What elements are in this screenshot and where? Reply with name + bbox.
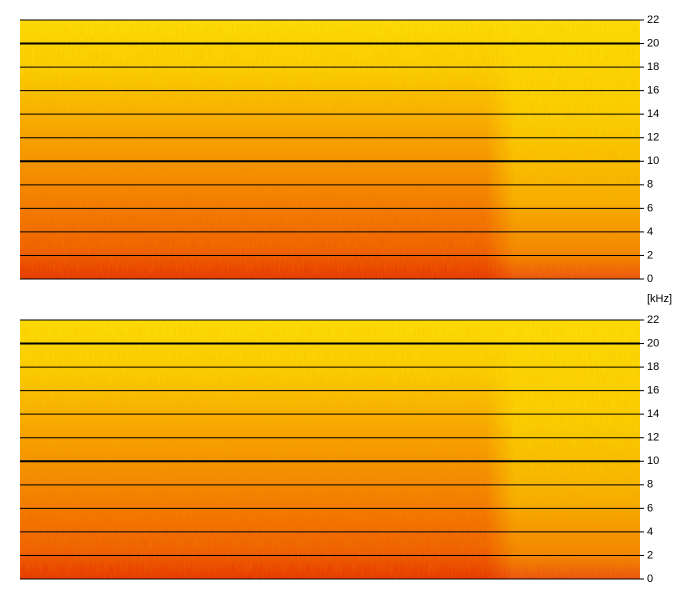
y-tick-label: 8 (647, 479, 653, 491)
y-tick-label: 10 (647, 455, 659, 467)
y-tick-label: 0 (647, 573, 653, 585)
spectrogram-texture (20, 320, 640, 579)
y-tick-label: 12 (647, 132, 659, 144)
y-tick-label: 16 (647, 385, 659, 397)
y-tick-label: 4 (647, 226, 653, 238)
y-tick-label: 2 (647, 549, 653, 561)
y-tick-label: 0 (647, 273, 653, 285)
spectrogram-texture (20, 20, 640, 279)
y-tick-label: 6 (647, 202, 653, 214)
y-tick-label: 20 (647, 337, 659, 349)
y-tick-label: 4 (647, 526, 653, 538)
y-tick-label: 18 (647, 361, 659, 373)
y-tick-label: 2 (647, 249, 653, 261)
y-tick-label: 12 (647, 432, 659, 444)
y-tick-label: 22 (647, 314, 659, 326)
y-tick-label: 14 (647, 408, 659, 420)
y-axis-label: [kHz] (647, 293, 672, 305)
y-tick-label: 10 (647, 155, 659, 167)
y-tick-label: 22 (647, 14, 659, 26)
y-tick-label: 16 (647, 85, 659, 97)
y-tick-label: 20 (647, 37, 659, 49)
y-tick-label: 18 (647, 61, 659, 73)
y-tick-label: 8 (647, 179, 653, 191)
y-tick-label: 14 (647, 108, 659, 120)
y-tick-label: 6 (647, 502, 653, 514)
